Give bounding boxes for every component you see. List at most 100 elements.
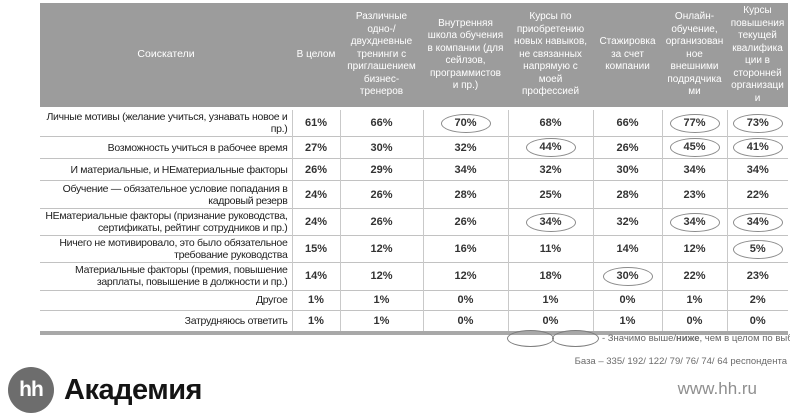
- table-row: Обучение — обязательное условие попадани…: [40, 180, 788, 209]
- value-cell: 29%: [339, 158, 423, 181]
- cell-value: 12%: [683, 243, 706, 256]
- cell-value: 1%: [542, 294, 559, 306]
- row-label: НЕматериальные факторы (признание руково…: [40, 208, 292, 236]
- value-cell: 77%: [661, 108, 727, 137]
- cell-value: 26%: [304, 163, 328, 176]
- value-cell: 32%: [422, 136, 508, 159]
- value-cell: 30%: [592, 262, 662, 290]
- cell-value: 24%: [304, 216, 328, 229]
- value-cell: 25%: [507, 180, 593, 209]
- row-label: Материальные факторы (премия, повышение …: [40, 262, 292, 290]
- cell-value: 23%: [746, 270, 769, 283]
- value-cell: 1%: [507, 289, 593, 310]
- cell-value: 22%: [683, 270, 706, 283]
- value-cell: 1%: [291, 309, 340, 335]
- base-note: База – 335/ 192/ 122/ 79/ 76/ 74/ 64 рес…: [574, 356, 787, 367]
- table-header: Соискатели В целом Различные одно-/двухд…: [40, 3, 788, 110]
- value-cell: 34%: [726, 208, 788, 236]
- hh-logo-icon: hh: [8, 367, 54, 413]
- hh-logo-letters: hh: [19, 378, 44, 401]
- cell-value: 0%: [749, 314, 766, 327]
- value-cell: 32%: [507, 158, 593, 181]
- value-cell: 14%: [291, 262, 340, 290]
- cell-value: 30%: [616, 163, 639, 176]
- value-cell: 44%: [507, 136, 593, 159]
- cell-value: 26%: [454, 216, 477, 229]
- cell-value: 12%: [370, 270, 393, 283]
- value-cell: 0%: [726, 309, 788, 335]
- value-cell: 32%: [592, 208, 662, 236]
- cell-value: 5%: [732, 239, 783, 259]
- value-cell: 30%: [339, 136, 423, 159]
- value-cell: 18%: [507, 262, 593, 290]
- value-cell: 22%: [661, 262, 727, 290]
- cell-value: 1%: [373, 314, 390, 327]
- value-cell: 12%: [422, 262, 508, 290]
- cell-value: 45%: [669, 138, 720, 158]
- value-cell: 45%: [661, 136, 727, 159]
- cell-value: 34%: [454, 163, 477, 176]
- value-cell: 12%: [339, 235, 423, 263]
- cell-value: 11%: [539, 243, 562, 256]
- row-label: Личные мотивы (желание учиться, узнавать…: [46, 111, 288, 136]
- value-cell: 0%: [422, 289, 508, 310]
- cell-value: 61%: [304, 117, 328, 130]
- row-label: Другое: [40, 289, 292, 310]
- cell-value: 29%: [370, 163, 393, 176]
- value-cell: 16%: [422, 235, 508, 263]
- cell-value: 34%: [683, 163, 706, 176]
- value-cell: 26%: [339, 208, 423, 236]
- value-cell: 5%: [726, 235, 788, 263]
- corner-header: Соискатели: [40, 3, 292, 110]
- cell-value: 0%: [542, 314, 559, 327]
- cell-value: 25%: [539, 188, 562, 201]
- value-cell: 34%: [507, 208, 593, 236]
- value-cell: 24%: [291, 208, 340, 236]
- header-row: Соискатели В целом Различные одно-/двухд…: [40, 3, 788, 110]
- value-cell: 12%: [339, 262, 423, 290]
- cell-value: 68%: [539, 117, 562, 130]
- cell-value: 41%: [732, 138, 783, 158]
- value-cell: 1%: [339, 289, 423, 310]
- value-cell: 70%: [422, 108, 508, 137]
- legend-text: - Значимо выше/ниже, чем в целом по выбо…: [602, 333, 790, 344]
- value-cell: 66%: [592, 108, 662, 137]
- cell-value: 77%: [669, 113, 720, 133]
- significance-legend: - Значимо выше/ниже, чем в целом по выбо…: [507, 330, 790, 347]
- value-cell: 2%: [726, 289, 788, 310]
- value-cell: 1%: [291, 289, 340, 310]
- cell-value: 28%: [454, 188, 477, 201]
- column-header-online: Онлайн-обучение, организованное внешними…: [662, 3, 727, 110]
- cell-value: 44%: [525, 138, 576, 158]
- row-label: И материальные, и НЕматериальные факторы: [40, 158, 292, 181]
- value-cell: 0%: [592, 289, 662, 310]
- value-cell: 28%: [422, 180, 508, 209]
- cell-value: 1%: [308, 314, 324, 327]
- cell-value: 30%: [370, 141, 393, 154]
- row-label: Возможность учиться в рабочее время: [40, 136, 292, 159]
- column-header-overall: В целом: [292, 3, 340, 110]
- column-header-new-skills: Курсы по приобретению новых навыков, не …: [508, 3, 593, 110]
- row-label: Ничего не мотивировало, это было обязате…: [40, 235, 292, 263]
- value-cell: 34%: [422, 158, 508, 181]
- cell-value: 0%: [686, 314, 703, 327]
- cell-value: 18%: [539, 270, 562, 283]
- table-row: Материальные факторы (премия, повышение …: [40, 262, 788, 290]
- cell-value: 12%: [370, 243, 393, 256]
- value-cell: 23%: [661, 180, 727, 209]
- cell-value: 32%: [454, 141, 477, 154]
- table-row: Другое 1% 1% 0% 1% 0% 1% 2%: [40, 289, 788, 310]
- cell-value: 34%: [525, 212, 576, 232]
- value-cell: 12%: [661, 235, 727, 263]
- value-cell: 15%: [291, 235, 340, 263]
- cell-value: 32%: [616, 216, 639, 229]
- table-body: Личные мотивы (желание учиться, узнавать…: [40, 108, 788, 335]
- cell-value: 28%: [616, 188, 639, 201]
- cell-value: 0%: [457, 314, 474, 327]
- cell-value: 12%: [454, 270, 477, 283]
- value-cell: 34%: [726, 158, 788, 181]
- value-cell: 26%: [339, 180, 423, 209]
- column-header-trainings: Различные одно-/двухдневные тренинги с п…: [340, 3, 423, 110]
- value-cell: 11%: [507, 235, 593, 263]
- cell-value: 32%: [539, 163, 562, 176]
